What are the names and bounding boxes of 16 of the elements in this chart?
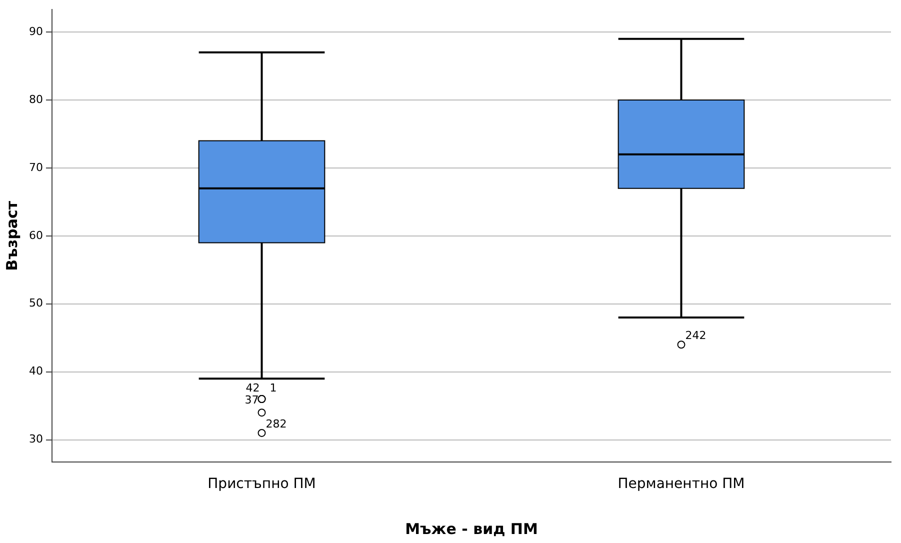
y-tick-label: 50 <box>28 296 43 310</box>
y-axis-title: Възраст <box>2 200 21 271</box>
annotation: 1 <box>270 381 277 394</box>
x-axis-title: Мъже - вид ПМ <box>405 520 538 538</box>
annotation: 282 <box>266 417 287 430</box>
y-tick-label: 90 <box>28 24 43 38</box>
annotation: 242 <box>685 328 706 342</box>
annotation: 37 <box>244 393 259 406</box>
y-tick-label: 70 <box>28 160 43 174</box>
y-tick-label: 40 <box>28 364 43 378</box>
y-tick-label: 80 <box>28 92 43 106</box>
x-tick-label: Пристъпно ПМ <box>208 476 316 492</box>
y-tick-label: 60 <box>28 228 43 242</box>
y-tick-label: 30 <box>28 432 43 446</box>
annotation: 42 <box>246 381 260 394</box>
x-tick-label: Перманентно ПМ <box>618 476 745 492</box>
